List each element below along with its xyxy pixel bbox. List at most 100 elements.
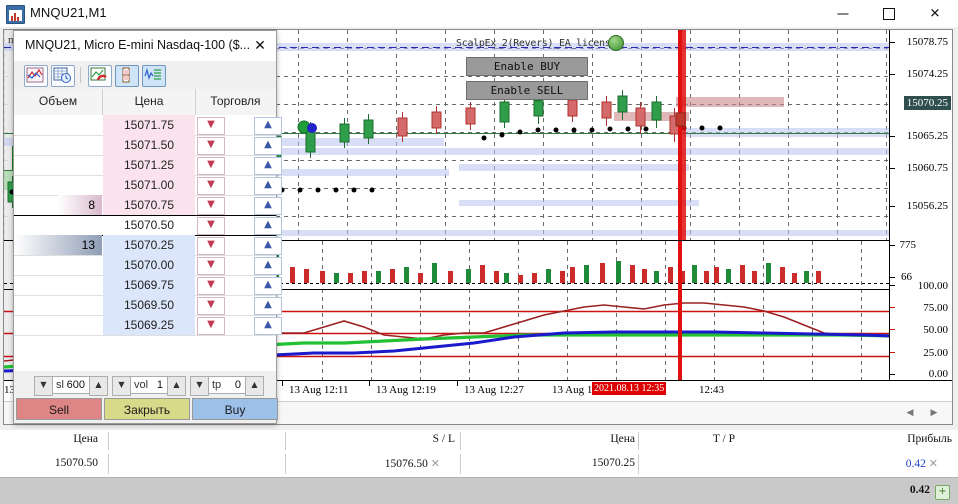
scroll-right-icon[interactable]: ▶ bbox=[930, 408, 938, 418]
minimize-button[interactable] bbox=[820, 0, 866, 27]
volume-value: 1 bbox=[156, 379, 163, 391]
chart-icon[interactable] bbox=[24, 65, 48, 87]
ladder-price[interactable]: 15070.75 bbox=[103, 195, 195, 215]
spread-separator bbox=[14, 215, 276, 216]
remove-sl-icon[interactable]: ✕ bbox=[430, 457, 440, 470]
ladder-row[interactable]: 15071.50 ▼ ▲ bbox=[14, 135, 282, 156]
depth-of-market-dialog[interactable]: MNQU21, Micro E-mini Nasdaq-100 ($... ✕ bbox=[13, 30, 282, 424]
ladder-buy-arrow-icon[interactable]: ▲ bbox=[254, 237, 282, 255]
takeprofit-value: 0 bbox=[234, 379, 241, 391]
dialog-close-icon[interactable]: ✕ bbox=[254, 38, 266, 54]
total-profit-row: 0.42 + bbox=[0, 477, 958, 504]
price-axis-label: 15074.25 bbox=[906, 68, 948, 80]
ladder-sell-arrow-icon[interactable]: ▼ bbox=[197, 137, 225, 155]
close-button[interactable]: ✕ bbox=[929, 6, 941, 21]
enable-buy-button[interactable]: Enable BUY bbox=[466, 57, 588, 76]
ladder-row[interactable]: 15070.50 ▼ ▲ bbox=[14, 215, 282, 236]
ladder-sell-arrow-icon[interactable]: ▼ bbox=[197, 237, 225, 255]
current-price-tag: 15070.25 bbox=[903, 96, 951, 110]
ladder-buy-arrow-icon[interactable]: ▲ bbox=[254, 297, 282, 315]
ladder-sell-arrow-icon[interactable]: ▼ bbox=[197, 257, 225, 275]
maximize-button[interactable] bbox=[866, 0, 912, 27]
sub-axis-label: 0.00 bbox=[928, 368, 948, 380]
volume-bar bbox=[14, 235, 102, 255]
ladder-price[interactable]: 15069.25 bbox=[103, 315, 195, 335]
ladder-row[interactable]: 15069.75 ▼ ▲ bbox=[14, 275, 282, 296]
buy-button[interactable]: Buy bbox=[192, 398, 278, 420]
ladder-price[interactable]: 15069.50 bbox=[103, 295, 195, 315]
sell-button[interactable]: Sell bbox=[16, 398, 102, 420]
ladder-volume bbox=[14, 295, 102, 315]
volume-decrement[interactable]: ▼ bbox=[112, 376, 131, 396]
stoploss-stepper[interactable]: ▼ sl 600 ▲ bbox=[34, 376, 108, 396]
ladder-price[interactable]: 15071.50 bbox=[103, 135, 195, 155]
volume-stepper[interactable]: ▼ vol 1 ▲ bbox=[112, 376, 186, 396]
ladder-row[interactable]: 15071.25 ▼ ▲ bbox=[14, 155, 282, 176]
price-axis-label: 15065.25 bbox=[906, 130, 948, 142]
tick-chart-icon[interactable] bbox=[142, 65, 166, 87]
ladder-price[interactable]: 15069.75 bbox=[103, 275, 195, 295]
history-grid-icon[interactable] bbox=[51, 65, 75, 87]
ladder-price[interactable]: 15070.00 bbox=[103, 255, 195, 275]
ladder-buy-arrow-icon[interactable]: ▲ bbox=[254, 157, 282, 175]
ladder-buy-arrow-icon[interactable]: ▲ bbox=[254, 137, 282, 155]
ladder-row[interactable]: 15070.00 ▼ ▲ bbox=[14, 255, 282, 276]
ladder-row[interactable]: 8 15070.75 ▼ ▲ bbox=[14, 195, 282, 216]
price-axis[interactable]: 15078.75 15074.25 15070.25 15065.25 1506… bbox=[889, 30, 952, 380]
ladder-volume bbox=[14, 155, 102, 175]
sub-axis-label: 75.00 bbox=[923, 302, 948, 314]
ladder-buy-arrow-icon[interactable]: ▲ bbox=[254, 197, 282, 215]
ladder-row[interactable]: 13 15070.25 ▼ ▲ bbox=[14, 235, 282, 256]
order-actions: Sell Закрыть Buy bbox=[16, 398, 278, 420]
status-ok-icon bbox=[608, 35, 624, 51]
ladder-row[interactable]: 15069.25 ▼ ▲ bbox=[14, 315, 282, 336]
ladder-sell-arrow-icon[interactable]: ▼ bbox=[197, 277, 225, 295]
takeprofit-decrement[interactable]: ▼ bbox=[190, 376, 209, 396]
ladder-price[interactable]: 15071.75 bbox=[103, 115, 195, 135]
sub-axis-label: 25.00 bbox=[923, 347, 948, 359]
ladder-sell-arrow-icon[interactable]: ▼ bbox=[197, 297, 225, 315]
volume-increment[interactable]: ▲ bbox=[167, 376, 186, 396]
close-position-icon[interactable]: ✕ bbox=[928, 457, 938, 470]
plus-icon[interactable]: + bbox=[935, 485, 950, 500]
ladder-sell-arrow-icon[interactable]: ▼ bbox=[197, 157, 225, 175]
sub-axis-label: 50.00 bbox=[923, 324, 948, 336]
ladder-buy-arrow-icon[interactable]: ▲ bbox=[254, 117, 282, 135]
enable-sell-button[interactable]: Enable SELL bbox=[466, 81, 588, 100]
ladder-price[interactable]: 15070.25 bbox=[103, 235, 195, 255]
ladder-row[interactable]: 15071.00 ▼ ▲ bbox=[14, 175, 282, 196]
ladder-volume: 13 bbox=[14, 235, 102, 255]
ladder-sell-arrow-icon[interactable]: ▼ bbox=[197, 197, 225, 215]
ladder-buy-arrow-icon[interactable]: ▲ bbox=[254, 217, 282, 235]
stoploss-increment[interactable]: ▲ bbox=[89, 376, 108, 396]
ladder-price[interactable]: 15071.00 bbox=[103, 175, 195, 195]
header-tp: T / P bbox=[712, 433, 735, 445]
magnet-chart-icon[interactable] bbox=[88, 65, 112, 87]
ladder-buy-arrow-icon[interactable]: ▲ bbox=[254, 257, 282, 275]
ladder-row[interactable]: 15071.75 ▼ ▲ bbox=[14, 115, 282, 136]
close-position-button[interactable]: Закрыть bbox=[104, 398, 190, 420]
depth-of-market-icon[interactable] bbox=[115, 65, 139, 87]
takeprofit-stepper[interactable]: ▼ tp 0 ▲ bbox=[190, 376, 264, 396]
ladder-buy-arrow-icon[interactable]: ▲ bbox=[254, 277, 282, 295]
ladder-sell-arrow-icon[interactable]: ▼ bbox=[197, 177, 225, 195]
cell-sl-value: 15076.50 bbox=[384, 458, 428, 470]
ladder-sell-arrow-icon[interactable]: ▼ bbox=[197, 117, 225, 135]
takeprofit-increment[interactable]: ▲ bbox=[245, 376, 264, 396]
scroll-left-icon[interactable]: ◀ bbox=[906, 408, 914, 418]
order-parameters: ▼ sl 600 ▲ ▼ vol 1 ▲ ▼ tp 0 bbox=[16, 373, 274, 397]
stoploss-decrement[interactable]: ▼ bbox=[34, 376, 53, 396]
sub-axis-label: 100.00 bbox=[917, 280, 948, 292]
ladder-buy-arrow-icon[interactable]: ▲ bbox=[254, 177, 282, 195]
ladder-buy-arrow-icon[interactable]: ▲ bbox=[254, 317, 282, 335]
sub-axis-label: 775 bbox=[899, 239, 917, 251]
ladder-price[interactable]: 15071.25 bbox=[103, 155, 195, 175]
ladder-price[interactable]: 15070.50 bbox=[123, 218, 175, 232]
ladder-sell-arrow-icon[interactable]: ▼ bbox=[197, 317, 225, 335]
ladder-row[interactable]: 15069.50 ▼ ▲ bbox=[14, 295, 282, 316]
price-ladder[interactable]: 15071.75 ▼ ▲ 15071.50 ▼ ▲ 15071.25 ▼ ▲ 15071.00 ▼ ▲… bbox=[14, 115, 282, 371]
ladder-sell-arrow-icon[interactable]: ▼ bbox=[197, 217, 225, 235]
positions-panel: Цена S / L T / P Цена Прибыль 15070.50 1… bbox=[0, 430, 958, 504]
position-row[interactable]: 15070.50 15076.50 ✕ 15070.25 0.42 ✕ bbox=[0, 452, 958, 476]
